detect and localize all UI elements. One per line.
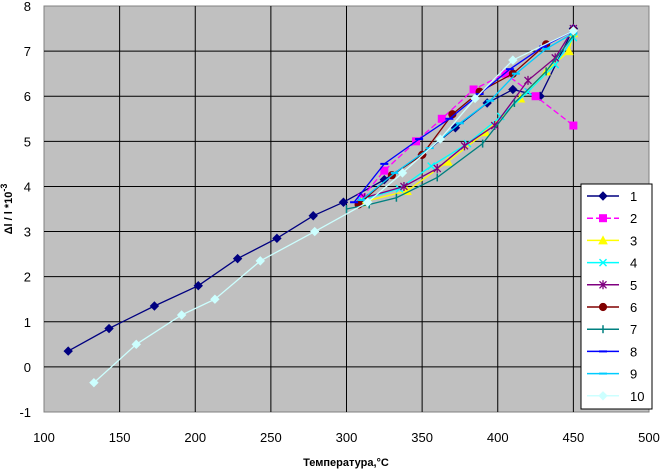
x-tick-label: 500 xyxy=(638,430,660,445)
grid-lines xyxy=(44,6,649,412)
y-tick-label: 4 xyxy=(24,179,31,194)
data-point xyxy=(433,163,442,173)
y-tick-label: 8 xyxy=(24,0,31,14)
legend-label: 6 xyxy=(630,300,637,315)
legend-marker xyxy=(598,235,608,245)
data-point xyxy=(397,168,408,178)
legend-marker xyxy=(598,302,608,312)
legend: 1 2 3 4 5 6 7 8 9 10 xyxy=(580,183,653,410)
data-point xyxy=(508,55,518,65)
legend-label: 9 xyxy=(630,367,637,382)
data-point xyxy=(400,181,408,191)
legend-item-8: 8 xyxy=(587,344,637,359)
series-line xyxy=(361,32,574,201)
legend-item-4: 4 xyxy=(587,256,637,271)
y-tick-label: 6 xyxy=(24,89,31,104)
legend-label: 8 xyxy=(630,344,637,359)
data-point xyxy=(308,211,318,221)
legend-item-7: 7 xyxy=(587,322,637,337)
legend-marker xyxy=(599,214,607,223)
y-tick-label: 0 xyxy=(24,360,31,375)
data-series xyxy=(63,23,579,388)
data-point xyxy=(427,162,436,171)
data-point xyxy=(232,253,243,264)
data-point xyxy=(437,114,446,123)
x-tick-label: 400 xyxy=(487,430,509,445)
data-point xyxy=(470,93,480,104)
y-tick-label: 2 xyxy=(24,270,31,285)
data-point xyxy=(149,301,160,311)
y-axis-title-exponent: -3 xyxy=(0,184,9,192)
legend-marker xyxy=(598,191,608,201)
data-point xyxy=(508,84,518,95)
data-point xyxy=(210,294,220,304)
legend-item-1: 1 xyxy=(587,189,637,204)
data-point xyxy=(89,377,99,388)
svg-text:Δl / l *10-3: Δl / l *10-3 xyxy=(0,184,15,235)
x-tick-label: 250 xyxy=(260,430,282,445)
x-tick-label: 350 xyxy=(411,430,433,445)
legend-item-2: 2 xyxy=(587,211,637,226)
data-point xyxy=(379,174,390,185)
data-point xyxy=(176,310,187,320)
legend-label: 10 xyxy=(630,389,644,404)
legend-label: 5 xyxy=(630,278,637,293)
x-tick-labels: 100 150 200 250 300 350 400 450 500 xyxy=(33,430,660,445)
y-tick-label: -1 xyxy=(19,405,31,420)
data-point xyxy=(272,233,282,244)
series-9 xyxy=(357,32,578,201)
legend-item-10: 10 xyxy=(587,389,644,404)
y-axis-title-main: Δl / l *10 xyxy=(3,192,15,235)
data-point xyxy=(402,185,412,195)
series-line xyxy=(364,28,574,199)
data-point xyxy=(435,134,445,144)
x-tick-label: 200 xyxy=(184,430,206,445)
y-axis-title: Δl / l *10-3 xyxy=(0,184,15,235)
series-line xyxy=(353,30,574,203)
legend-item-9: 9 xyxy=(587,367,637,382)
x-tick-label: 150 xyxy=(109,430,131,445)
legend-label: 2 xyxy=(630,211,637,226)
series-line xyxy=(346,34,574,210)
data-point xyxy=(460,141,469,151)
x-axis-title: Температура,°С xyxy=(303,457,389,469)
y-tick-labels: -1 0 1 2 3 4 5 6 7 8 xyxy=(19,0,31,420)
y-tick-label: 5 xyxy=(24,134,31,149)
data-point xyxy=(104,323,114,334)
legend-item-6: 6 xyxy=(587,300,637,315)
data-point xyxy=(524,75,532,85)
legend-item-5: 5 xyxy=(587,278,637,293)
data-point xyxy=(568,26,579,36)
data-point xyxy=(524,87,532,96)
data-point xyxy=(310,226,320,237)
data-point xyxy=(131,339,141,350)
data-point xyxy=(193,280,203,291)
data-point xyxy=(338,197,349,207)
data-point xyxy=(362,197,373,207)
legend-marker xyxy=(599,258,607,267)
data-point xyxy=(380,166,389,175)
data-point xyxy=(569,121,578,130)
series-line xyxy=(93,30,574,384)
y-tick-label: 3 xyxy=(24,225,31,240)
x-tick-label: 450 xyxy=(563,430,585,445)
y-tick-label: 1 xyxy=(24,315,31,330)
legend-label: 1 xyxy=(630,189,637,204)
x-tick-label: 300 xyxy=(336,430,358,445)
data-point xyxy=(531,92,540,101)
legend-marker xyxy=(599,280,607,290)
legend-box xyxy=(580,183,653,410)
x-tick-label: 100 xyxy=(33,430,55,445)
data-point xyxy=(255,256,265,266)
data-point xyxy=(564,46,574,56)
legend-label: 7 xyxy=(630,322,637,337)
legend-label: 4 xyxy=(630,256,637,271)
series-10 xyxy=(89,26,579,388)
data-point xyxy=(63,346,73,356)
legend-label: 3 xyxy=(630,233,637,248)
legend-item-3: 3 xyxy=(587,233,637,248)
y-tick-label: 7 xyxy=(24,44,31,59)
legend-marker xyxy=(598,391,608,401)
